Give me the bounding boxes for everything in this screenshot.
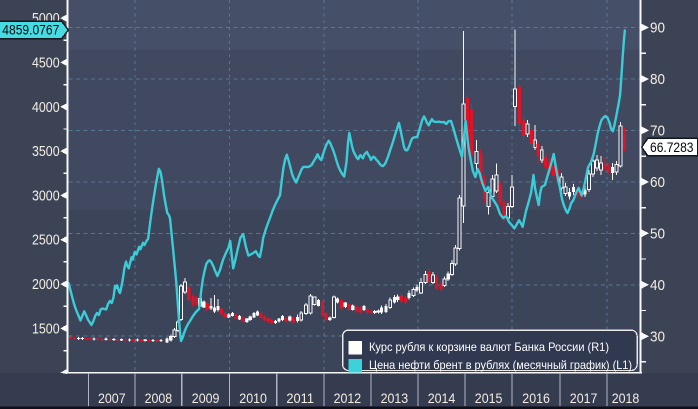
svg-text:2016: 2016 (522, 390, 550, 406)
svg-text:1500: 1500 (32, 321, 60, 337)
svg-text:4000: 4000 (32, 100, 60, 116)
svg-text:2000: 2000 (32, 277, 60, 293)
svg-text:Цена нефти брент в рублях (мес: Цена нефти брент в рублях (месячный граф… (369, 358, 632, 372)
svg-text:2007: 2007 (98, 390, 126, 406)
svg-text:2500: 2500 (32, 233, 60, 249)
svg-text:2012: 2012 (334, 390, 362, 406)
svg-text:50: 50 (650, 226, 665, 243)
svg-text:2011: 2011 (286, 390, 314, 406)
svg-text:4859.0767: 4859.0767 (2, 22, 59, 38)
svg-text:90: 90 (650, 20, 665, 37)
svg-text:40: 40 (650, 277, 665, 294)
svg-text:2015: 2015 (475, 390, 503, 406)
svg-text:80: 80 (650, 71, 665, 88)
svg-text:2017: 2017 (570, 390, 598, 406)
svg-text:60: 60 (650, 174, 665, 191)
svg-text:3000: 3000 (32, 188, 60, 204)
svg-text:Курс рубля к корзине валют Бан: Курс рубля к корзине валют Банка России … (369, 340, 609, 354)
svg-text:2009: 2009 (192, 390, 220, 406)
svg-text:2010: 2010 (239, 390, 267, 406)
svg-text:30: 30 (650, 328, 665, 345)
svg-text:4500: 4500 (32, 55, 60, 71)
svg-text:66.7283: 66.7283 (650, 139, 694, 155)
svg-text:2018: 2018 (612, 390, 640, 406)
svg-text:70: 70 (650, 123, 665, 140)
svg-text:2008: 2008 (145, 390, 173, 406)
svg-text:2013: 2013 (381, 390, 409, 406)
svg-text:3500: 3500 (32, 144, 60, 160)
svg-text:2014: 2014 (428, 390, 456, 406)
